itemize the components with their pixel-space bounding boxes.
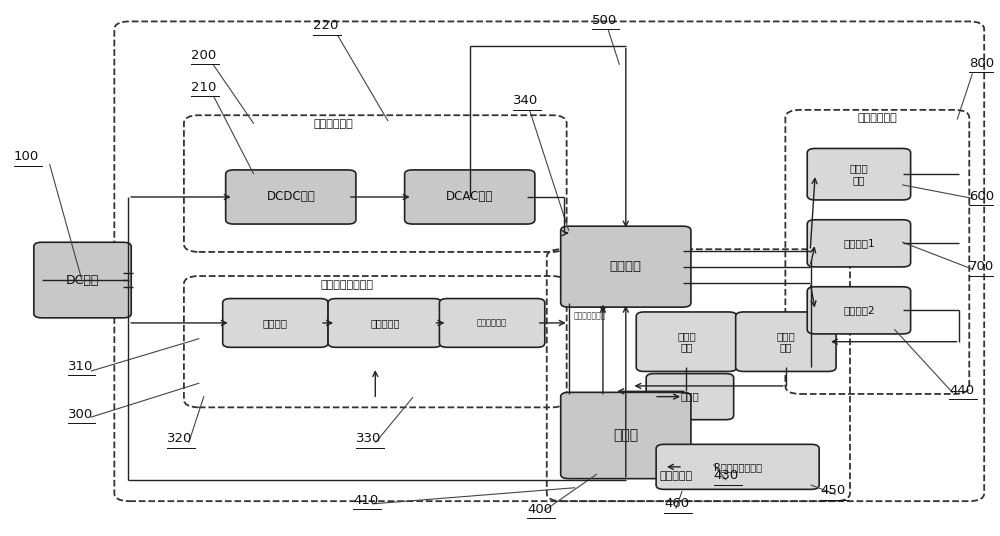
Text: 460: 460: [664, 497, 689, 510]
Text: 410: 410: [353, 494, 378, 507]
Text: 充放电控制: 充放电控制: [370, 318, 399, 328]
FancyBboxPatch shape: [405, 170, 535, 224]
Text: 600: 600: [969, 190, 994, 203]
FancyBboxPatch shape: [807, 287, 911, 334]
Text: 210: 210: [191, 81, 216, 94]
Text: 接口输出模块: 接口输出模块: [857, 113, 897, 123]
Text: 200: 200: [191, 49, 216, 62]
Text: DC电源: DC电源: [66, 273, 99, 287]
Text: 310: 310: [68, 360, 93, 373]
Text: 负极板
接口: 负极板 接口: [850, 163, 868, 185]
Text: 主控板: 主控板: [613, 428, 638, 443]
Text: 高压电源: 高压电源: [263, 318, 288, 328]
FancyBboxPatch shape: [561, 226, 691, 307]
Text: 触摸屏: 触摸屏: [681, 392, 699, 401]
Text: 800: 800: [969, 57, 994, 70]
FancyBboxPatch shape: [223, 299, 328, 347]
Text: DCAC逆变: DCAC逆变: [446, 190, 493, 204]
Text: 100: 100: [14, 151, 39, 163]
FancyBboxPatch shape: [34, 242, 131, 318]
Text: 射频消融模块: 射频消融模块: [313, 118, 353, 129]
Text: R波采集同步接口: R波采集同步接口: [714, 462, 762, 472]
Text: 切换装置: 切换装置: [610, 260, 642, 273]
Text: 电压传
感器: 电压传 感器: [677, 331, 696, 353]
FancyBboxPatch shape: [807, 220, 911, 267]
FancyBboxPatch shape: [226, 170, 356, 224]
FancyBboxPatch shape: [646, 374, 734, 420]
Text: 440: 440: [949, 384, 975, 397]
Text: 450: 450: [820, 485, 845, 497]
Text: DCDC升压: DCDC升压: [266, 190, 315, 204]
FancyBboxPatch shape: [656, 444, 819, 489]
Text: 温度传
感器: 温度传 感器: [776, 331, 795, 353]
Text: 不可逆电穿孔模块: 不可逆电穿孔模块: [321, 280, 374, 291]
Text: 主控板模块: 主控板模块: [660, 471, 693, 481]
Text: 高压直流输出: 高压直流输出: [477, 318, 507, 327]
Text: 300: 300: [68, 408, 93, 421]
Text: 220: 220: [313, 19, 339, 32]
Text: 340: 340: [513, 94, 538, 107]
Text: 320: 320: [167, 432, 192, 445]
FancyBboxPatch shape: [736, 312, 836, 371]
Text: 电压传感器输出: 电压传感器输出: [574, 311, 606, 320]
Text: 电极接口1: 电极接口1: [843, 239, 875, 248]
FancyBboxPatch shape: [561, 392, 691, 479]
Text: 电极接口2: 电极接口2: [843, 306, 875, 315]
FancyBboxPatch shape: [807, 148, 911, 200]
Text: 500: 500: [592, 14, 617, 27]
FancyBboxPatch shape: [636, 312, 737, 371]
Text: 330: 330: [356, 432, 381, 445]
Text: 430: 430: [714, 470, 739, 482]
Text: 700: 700: [969, 260, 995, 273]
FancyBboxPatch shape: [439, 299, 545, 347]
Text: 400: 400: [527, 503, 552, 516]
FancyBboxPatch shape: [328, 299, 441, 347]
